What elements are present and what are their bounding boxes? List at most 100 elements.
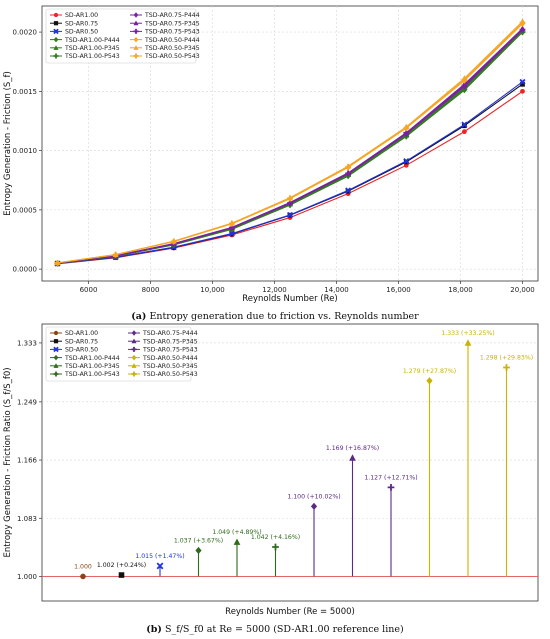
chart-a-data-point	[287, 195, 293, 202]
chart-a-ytick-label: 0.0005	[13, 206, 38, 214]
chart-a-legend-label: SD-AR1.00	[65, 12, 98, 19]
chart-b-stem-marker	[272, 543, 279, 551]
chart-b-stem-group: 1.333 (+33.25%)	[441, 330, 495, 577]
chart-a-ticks: 6000 8000 10,000 12,000 14,000 16,000 18,000 20…	[13, 29, 535, 294]
chart-a-legend-marker	[53, 21, 59, 26]
chart-a-legend-marker	[133, 36, 139, 43]
chart-b-stem-marker	[426, 377, 433, 385]
chart-b-legend-marker	[53, 346, 59, 353]
chart-a-data-point	[228, 220, 235, 227]
chart-b-legend-marker	[131, 354, 137, 361]
chart-a-series	[54, 18, 526, 267]
chart-a-legend-marker	[133, 28, 139, 34]
chart-b-stem-group: 1.037 (+3.67%)	[174, 538, 223, 577]
chart-a-xtick-label: 18,000	[448, 286, 473, 294]
chart-b-ytick-label: 1.166	[17, 457, 38, 465]
chart-a-data-point	[403, 158, 410, 165]
chart-a-ylabel: Entropy Generation - Friction (S_f)	[3, 71, 13, 216]
chart-b-series: 1.000 1.002 (+0.24%) 1.015 (+1.47%) 1.037 (…	[74, 330, 533, 580]
chart-a-ytick-label: 0.0010	[13, 147, 38, 155]
chart-a-legend-label: TSD-AR1.00-P543	[64, 53, 120, 60]
chart-a: 6000 8000 10,000 12,000 14,000 16,000 18,000 20…	[3, 5, 539, 304]
chart-a-legend-label: TSD-AR1.00-P345	[64, 45, 120, 52]
chart-b-stem-marker	[156, 562, 164, 570]
chart-b-stem-marker	[80, 573, 86, 580]
chart-b-stem-marker	[310, 502, 318, 510]
chart-a-data-point	[520, 81, 525, 87]
chart-b-data-label: 1.000	[74, 563, 92, 570]
caption-a-text: Entropy generation due to friction vs. R…	[149, 311, 419, 322]
chart-a-xtick-label: 12,000	[262, 286, 287, 294]
chart-b: 1.000 1.083 1.166 1.249 1.333 1.000 1.002 (+0…	[3, 323, 539, 617]
chart-b-ytick-label: 1.000	[17, 573, 37, 581]
chart-a-legend-marker	[53, 53, 59, 59]
chart-b-data-label: 1.298 (+29.83%)	[480, 354, 533, 361]
chart-a-xtick-label: 20,000	[510, 286, 535, 294]
chart-a-legend-label: TSD-AR0.50-P543	[144, 53, 200, 60]
chart-b-legend-label: SD-AR0.75	[65, 338, 98, 345]
chart-a-legend-label: TSD-AR0.50-P345	[144, 45, 200, 52]
chart-a-xtick-label: 16,000	[386, 286, 411, 294]
chart-a-data-point	[519, 26, 526, 33]
chart-b-legend-marker	[131, 330, 137, 336]
chart-a-ytick-label: 0.0015	[13, 88, 38, 96]
chart-b-data-label: 1.100 (+10.02%)	[287, 493, 340, 500]
caption-b-prefix: (b)	[146, 624, 162, 635]
chart-a-data-point	[54, 259, 61, 266]
chart-a-legend-marker	[53, 36, 59, 43]
chart-b-legend-label: TSD-AR0.75-P444	[142, 330, 198, 337]
chart-b-data-label: 1.002 (+0.24%)	[97, 562, 146, 569]
chart-b-stem-group: 1.042 (+4.16%)	[251, 534, 300, 577]
chart-b-legend-marker	[131, 371, 137, 377]
chart-a-legend-marker	[133, 45, 139, 50]
chart-b-legend-marker	[53, 354, 59, 361]
chart-a-grid	[42, 6, 538, 281]
chart-a-legend-label: SD-AR0.50	[65, 29, 98, 36]
chart-b-legend-marker	[53, 363, 59, 368]
chart-b-ytick-label: 1.333	[17, 339, 37, 347]
chart-a-legend-box	[45, 8, 197, 64]
chart-a-ytick-label: 0.0000	[13, 266, 38, 274]
chart-b-stem-group: 1.298 (+29.83%)	[480, 354, 533, 577]
chart-a-data-point	[112, 251, 119, 258]
chart-b-stem-marker	[503, 364, 510, 371]
chart-a-legend-marker	[133, 12, 139, 18]
chart-b-ytick-label: 1.083	[17, 515, 37, 523]
chart-a-legend-marker	[53, 28, 59, 35]
chart-b-legend-label: TSD-AR0.50-P543	[142, 371, 198, 378]
chart-b-stem-marker	[387, 484, 395, 491]
caption-a-prefix: (a)	[131, 311, 146, 322]
chart-b-data-label: 1.049 (+4.89%)	[212, 529, 261, 536]
chart-b-stem-group: 1.279 (+27.87%)	[403, 368, 456, 577]
chart-b-legend-label: TSD-AR1.00-P444	[64, 355, 120, 362]
chart-b-legend-label: TSD-AR1.00-P543	[64, 371, 120, 378]
chart-b-stem-group: 1.002 (+0.24%)	[97, 562, 146, 578]
caption-b-text: S_f/S_f0 at Re = 5000 (SD-AR1.00 referen…	[165, 624, 404, 635]
chart-a-data-point	[345, 170, 352, 177]
chart-b-data-label: 1.169 (+16.87%)	[326, 445, 379, 452]
chart-a-legend-marker	[133, 20, 139, 26]
chart-a-data-point	[228, 230, 235, 237]
chart-b-ticks: 1.000 1.083 1.166 1.249 1.333	[17, 339, 42, 581]
chart-b-stem-marker	[118, 572, 125, 578]
chart-a-legend-label: TSD-AR0.50-P444	[144, 37, 200, 44]
chart-a-xtick-label: 14,000	[324, 286, 349, 294]
chart-b-legend-marker	[131, 338, 137, 344]
chart-a-data-point	[403, 125, 410, 131]
chart-b-stem-group: 1.127 (+12.71%)	[364, 474, 418, 577]
chart-a-ytick-label: 0.0020	[13, 29, 38, 37]
chart-b-stem-marker	[233, 538, 241, 545]
chart-a-data-point	[461, 129, 467, 135]
chart-b-stem-marker	[464, 339, 472, 346]
chart-a-legend-marker	[53, 45, 59, 50]
chart-b-stem-group: 1.000	[74, 563, 92, 580]
chart-a-legend-marker	[53, 12, 59, 18]
chart-a-legend-marker	[133, 53, 139, 59]
chart-b-stem-marker	[349, 454, 356, 461]
chart-b-data-label: 1.279 (+27.87%)	[403, 368, 456, 375]
chart-b-data-label: 1.042 (+4.16%)	[251, 534, 300, 541]
chart-a-legend-label: TSD-AR1.00-P444	[64, 37, 120, 44]
